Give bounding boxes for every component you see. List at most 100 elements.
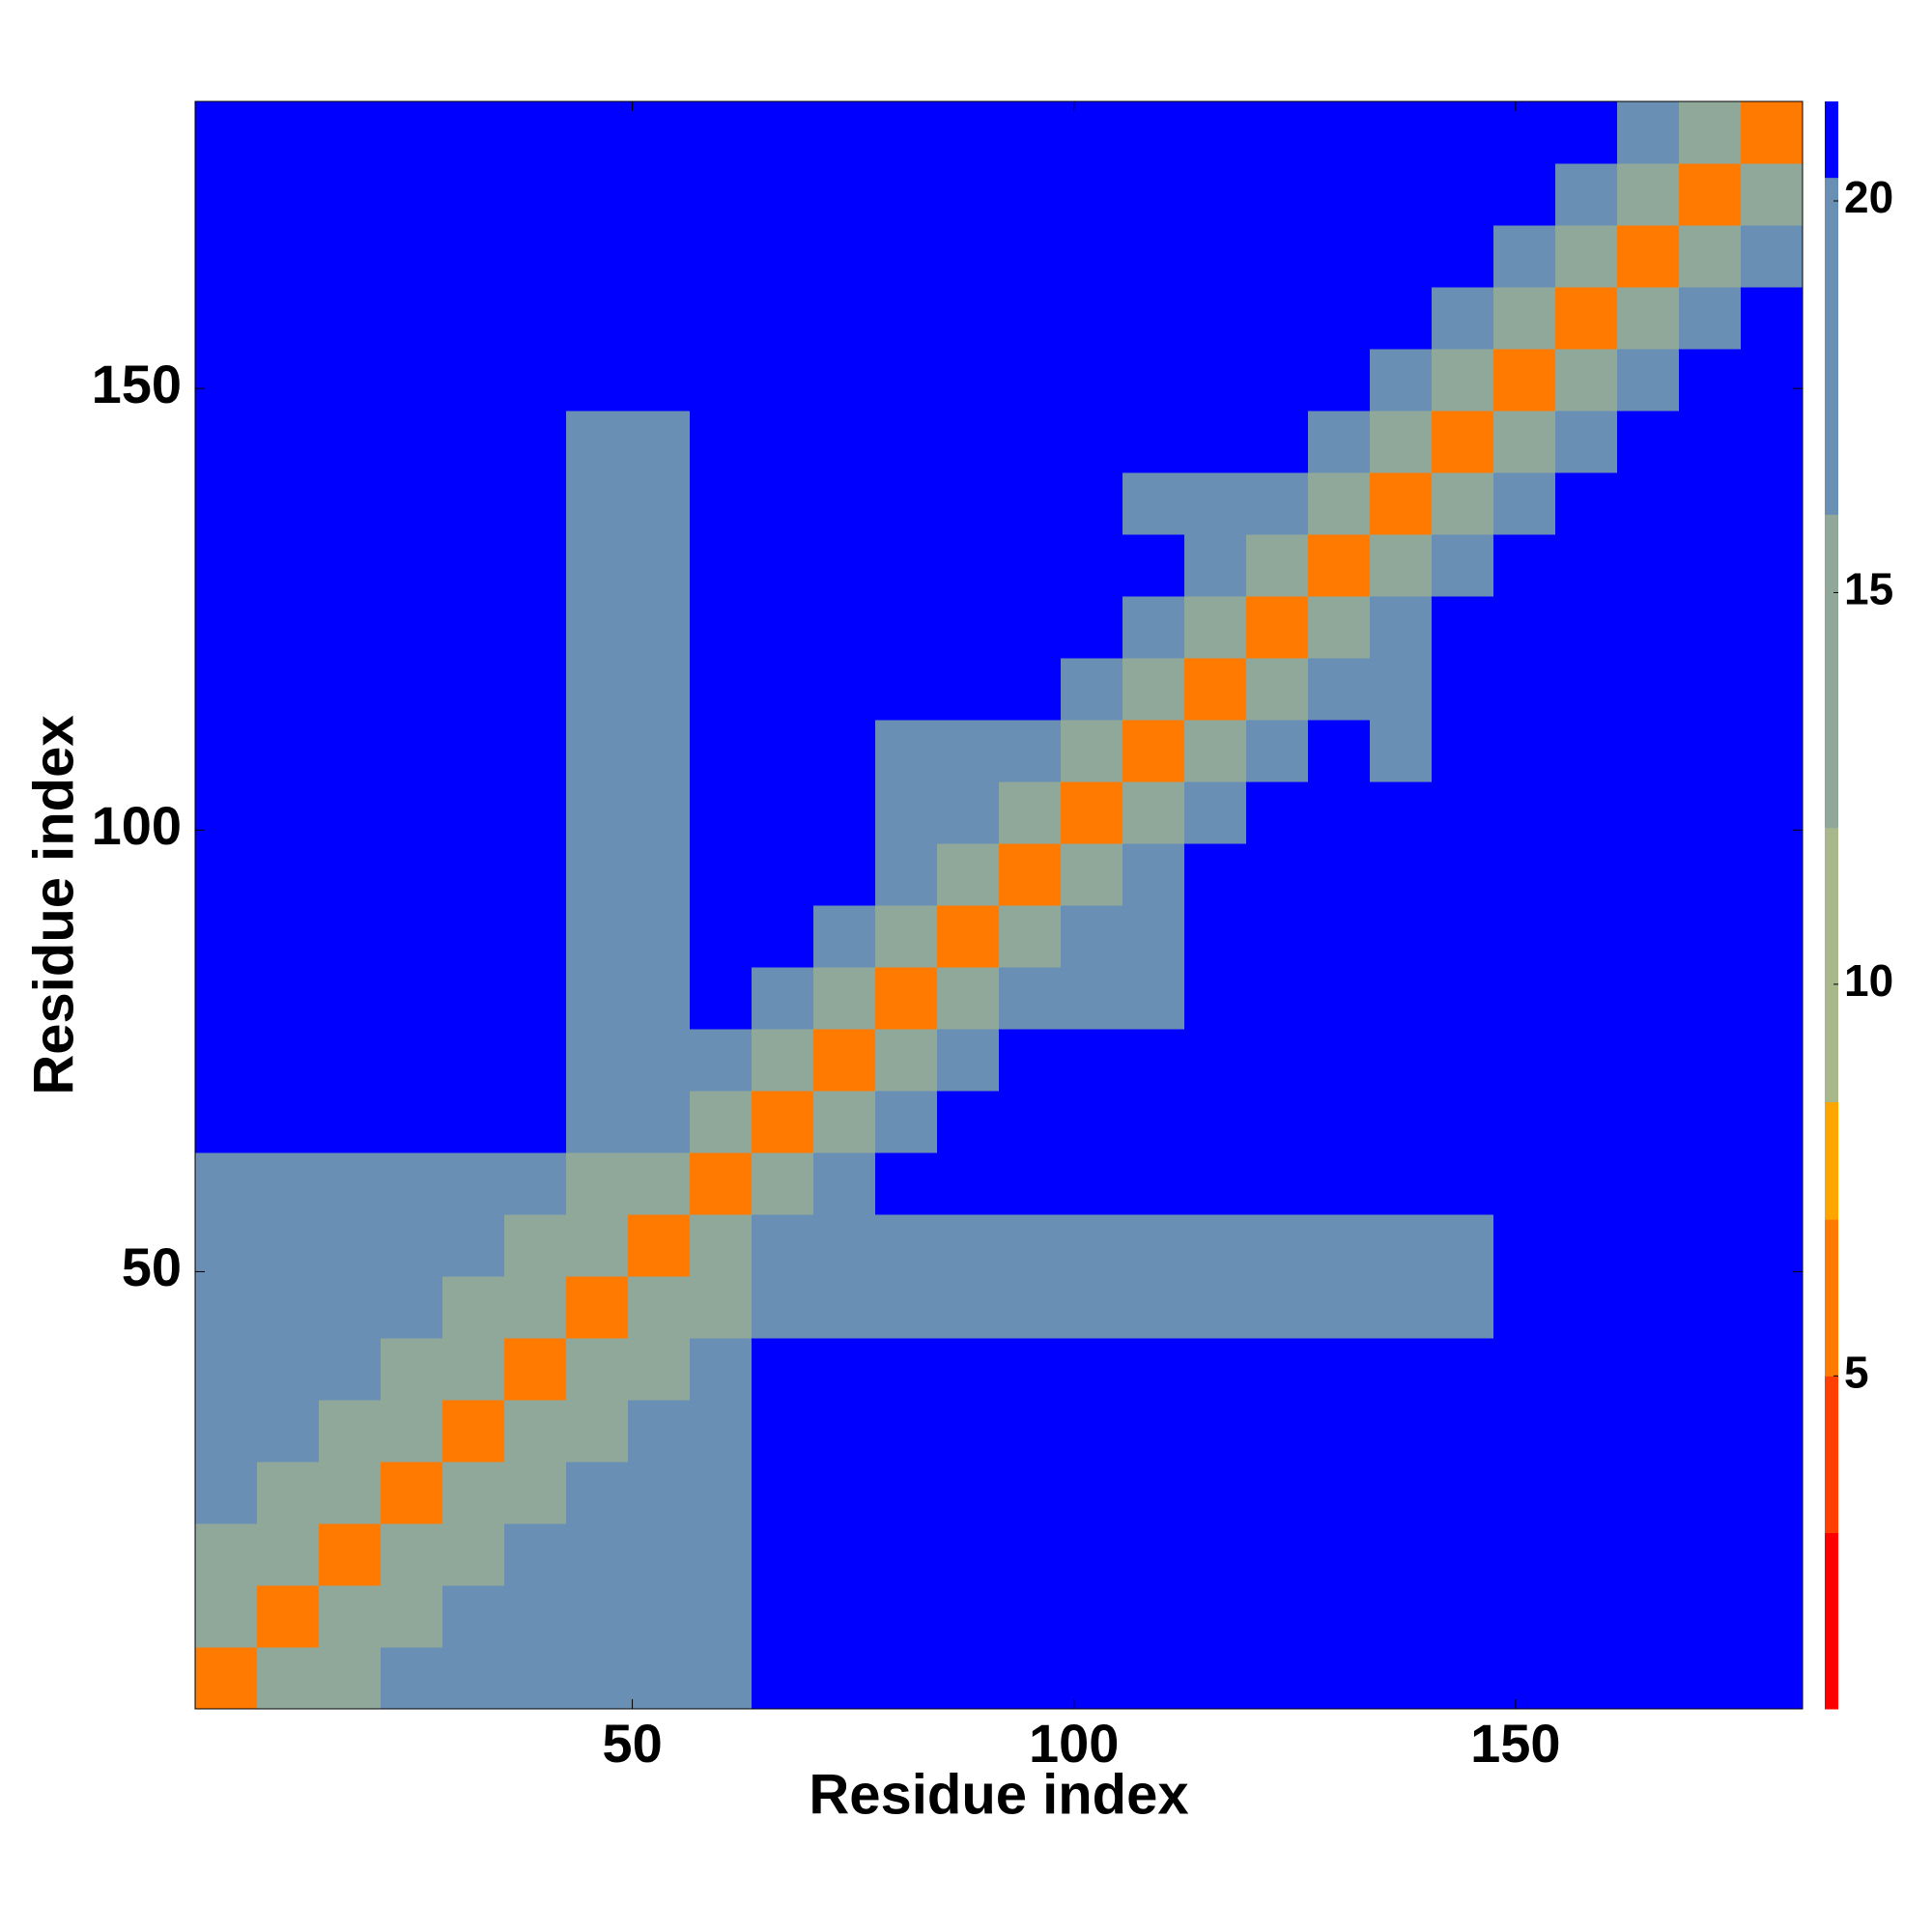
heatmap-cell: [566, 1152, 629, 1215]
heatmap-cell: [1246, 905, 1309, 968]
heatmap-cell: [566, 1523, 629, 1586]
heatmap-cell: [566, 163, 629, 226]
heatmap-cell: [999, 349, 1062, 412]
heatmap-cell: [999, 287, 1062, 350]
heatmap-cell: [1246, 534, 1309, 597]
heatmap-cell: [690, 843, 753, 906]
heatmap-cell: [1246, 225, 1309, 288]
heatmap-cell: [752, 225, 814, 288]
heatmap-cell: [504, 967, 567, 1030]
colorbar-tick-label: 5: [1844, 1348, 1869, 1398]
heatmap-cell: [566, 843, 629, 906]
heatmap-cell: [1617, 720, 1680, 782]
heatmap-cell: [999, 534, 1062, 597]
heatmap-cell: [1122, 101, 1185, 164]
heatmap-cell: [752, 843, 814, 906]
heatmap-cell: [1184, 967, 1247, 1030]
heatmap-cell: [381, 349, 443, 412]
heatmap-cell: [1122, 1091, 1185, 1153]
heatmap-cell: [257, 472, 320, 535]
heatmap-cell: [1679, 1585, 1742, 1648]
heatmap-cell: [1617, 1462, 1680, 1524]
heatmap-cell: [813, 101, 876, 164]
heatmap-cell: [1679, 720, 1742, 782]
heatmap-cell: [1493, 1214, 1556, 1277]
heatmap-cell: [381, 1029, 443, 1092]
heatmap-cell: [1370, 472, 1433, 535]
heatmap-cell: [319, 658, 382, 721]
heatmap-cell: [937, 1647, 1000, 1710]
heatmap-cell: [690, 781, 753, 844]
heatmap-cell: [1493, 163, 1556, 226]
heatmap-cell: [1617, 905, 1680, 968]
heatmap-cell: [937, 781, 1000, 844]
heatmap-cell: [381, 1585, 443, 1648]
heatmap-cell: [1184, 225, 1247, 288]
heatmap-cell: [442, 1091, 505, 1153]
heatmap-cell: [1493, 1462, 1556, 1524]
heatmap-cell: [319, 1523, 382, 1586]
heatmap-cell: [1493, 720, 1556, 782]
heatmap-cell: [1370, 411, 1433, 473]
heatmap-cell: [1432, 1276, 1494, 1339]
heatmap-cell: [257, 1029, 320, 1092]
heatmap-cell: [1246, 349, 1309, 412]
heatmap-cell: [381, 1338, 443, 1401]
heatmap-cell: [566, 349, 629, 412]
heatmap-cell: [1184, 349, 1247, 412]
heatmap-cell: [257, 1523, 320, 1586]
heatmap-cell: [937, 1338, 1000, 1401]
heatmap-cell: [1617, 1091, 1680, 1153]
heatmap-cell: [566, 720, 629, 782]
heatmap-cell: [1679, 781, 1742, 844]
colorbar-segment: [1825, 1219, 1838, 1377]
heatmap-cell: [999, 905, 1062, 968]
heatmap-cell: [690, 101, 753, 164]
heatmap-cell: [937, 1091, 1000, 1153]
heatmap-cell: [566, 472, 629, 535]
heatmap-cell: [1679, 225, 1742, 288]
heatmap-cell: [381, 1214, 443, 1277]
heatmap-cell: [1184, 1400, 1247, 1463]
heatmap-cell: [813, 720, 876, 782]
heatmap-cell: [257, 101, 320, 164]
heatmap-cell: [1617, 1400, 1680, 1463]
heatmap-cell: [1741, 1585, 1804, 1648]
heatmap-cell: [1555, 1091, 1618, 1153]
heatmap-cell: [381, 411, 443, 473]
heatmap-cell: [1308, 1585, 1371, 1648]
heatmap-cell: [999, 1276, 1062, 1339]
heatmap-cell: [1493, 1276, 1556, 1339]
heatmap-cell: [504, 1338, 567, 1401]
heatmap-cell: [1679, 1338, 1742, 1401]
heatmap-cell: [442, 1276, 505, 1339]
heatmap-cell: [690, 1276, 753, 1339]
heatmap-cell: [628, 225, 691, 288]
heatmap-cell: [1061, 411, 1123, 473]
heatmap-cell: [504, 1152, 567, 1215]
heatmap-cell: [319, 411, 382, 473]
heatmap-cell: [257, 411, 320, 473]
heatmap-cell: [937, 349, 1000, 412]
heatmap-cell: [937, 1400, 1000, 1463]
heatmap-cell: [875, 658, 938, 721]
heatmap-cell: [628, 287, 691, 350]
heatmap-cell: [1061, 1400, 1123, 1463]
heatmap-cell: [442, 472, 505, 535]
heatmap-cell: [1617, 658, 1680, 721]
y-tick-label: 150: [92, 354, 182, 414]
heatmap-cell: [628, 1152, 691, 1215]
heatmap-cell: [195, 658, 258, 721]
heatmap-cell: [752, 1462, 814, 1524]
heatmap-cell: [1184, 472, 1247, 535]
heatmap-cell: [1061, 905, 1123, 968]
heatmap-cell: [442, 101, 505, 164]
heatmap-cell: [257, 1400, 320, 1463]
heatmap-cell: [1370, 905, 1433, 968]
heatmap-cell: [628, 1029, 691, 1092]
heatmap-cell: [1184, 287, 1247, 350]
heatmap-cell: [1679, 1091, 1742, 1153]
heatmap-cell: [1741, 1462, 1804, 1524]
heatmap-cell: [1308, 349, 1371, 412]
heatmap-cell: [752, 1276, 814, 1339]
